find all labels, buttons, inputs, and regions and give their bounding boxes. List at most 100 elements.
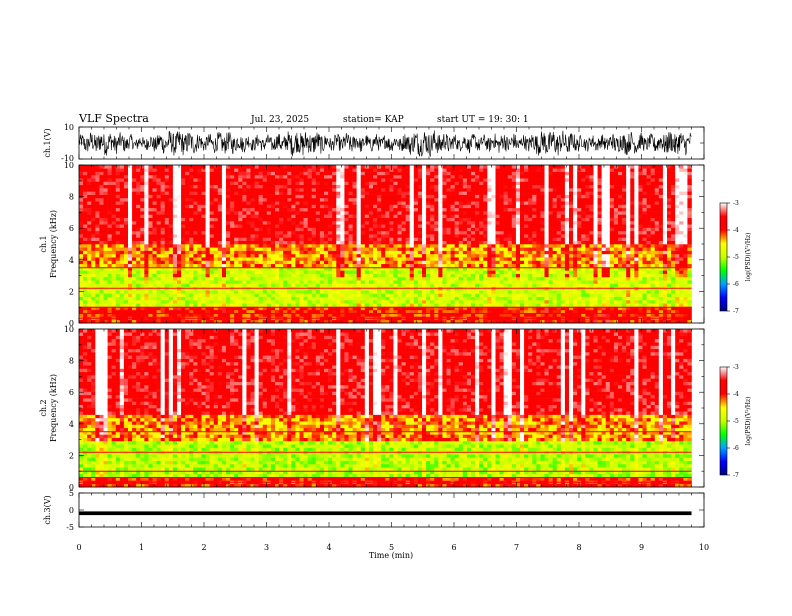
spectrogram-cell (373, 224, 377, 228)
spectrogram-cell (104, 277, 108, 281)
spectrogram-cell (144, 297, 148, 301)
spectrogram-cell (87, 208, 91, 212)
spectrogram-cell (463, 195, 467, 199)
spectrogram-cell (251, 178, 255, 182)
spectrogram-cell (238, 165, 242, 169)
spectrogram-cell (120, 234, 124, 238)
spectrogram-cell (169, 260, 173, 264)
spectrogram-cell (426, 290, 430, 294)
spectrogram-cell (169, 257, 173, 261)
spectrogram-cell (267, 310, 271, 314)
spectrogram-cell (136, 244, 140, 248)
spectrogram-cell (373, 188, 377, 192)
spectrogram-cell (340, 270, 344, 274)
spectrogram-cell (422, 300, 426, 304)
spectrogram-cell (148, 234, 152, 238)
spectrogram-cell (226, 218, 230, 222)
spectrogram-cell (365, 234, 369, 238)
spectrogram-cell (487, 310, 491, 314)
spectrogram-cell (79, 231, 83, 235)
spectrogram-cell (255, 234, 259, 238)
spectrogram-cell (161, 181, 165, 185)
spectrogram-cell (153, 284, 157, 288)
spectrogram-cell (377, 274, 381, 278)
spectrogram-cell (430, 205, 434, 209)
spectrogram-cell (153, 198, 157, 202)
spectrogram-cell (95, 244, 99, 248)
spectrogram-cell (210, 277, 214, 281)
spectrogram-cell (422, 224, 426, 228)
spectrogram-cell (279, 214, 283, 218)
spectrogram-cell (263, 211, 267, 215)
spectrogram-cell (238, 303, 242, 307)
spectrogram-cell (442, 172, 446, 176)
spectrogram-cell (328, 241, 332, 245)
spectrogram-cell (108, 254, 112, 258)
spectrogram-cell (361, 172, 365, 176)
spectrogram-cell (99, 172, 103, 176)
spectrogram-cell (140, 185, 144, 189)
spectrogram-cell (193, 257, 197, 261)
spectrogram-cell (353, 310, 357, 314)
spectrogram-cell (173, 214, 177, 218)
spectrogram-cell (332, 234, 336, 238)
spectrogram-cell (234, 165, 238, 169)
spectrogram-cell (349, 237, 353, 241)
spectrogram-cell (185, 231, 189, 235)
spectrogram-cell (181, 195, 185, 199)
spectrogram-cell (438, 191, 442, 195)
spectrogram-cell (124, 274, 128, 278)
spectrogram-cell (393, 280, 397, 284)
spectrogram-cell (161, 303, 165, 307)
spectrogram-cell (418, 297, 422, 301)
spectrogram-cell (87, 297, 91, 301)
spectrogram-cell (161, 231, 165, 235)
spectrogram-cell (271, 181, 275, 185)
spectrogram-cell (447, 257, 451, 261)
spectrogram-cell (447, 165, 451, 169)
spectrogram-cell (438, 172, 442, 176)
spectrogram-cell (410, 221, 414, 225)
spectrogram-cell (393, 247, 397, 251)
spectrogram-cell (267, 195, 271, 199)
spectrogram-cell (218, 185, 222, 189)
spectrogram-cell (283, 231, 287, 235)
spectrogram-cell (230, 300, 234, 304)
spectrogram-cell (165, 218, 169, 222)
spectrogram-cell (357, 181, 361, 185)
spectrogram-cell (320, 241, 324, 245)
spectrogram-cell (377, 290, 381, 294)
spectrogram-cell (91, 303, 95, 307)
spectrogram-cell (99, 303, 103, 307)
spectrogram-cell (381, 264, 385, 268)
spectrogram-cell (136, 198, 140, 202)
spectrogram-cell (197, 224, 201, 228)
spectrogram-cell (361, 290, 365, 294)
spectrogram-cell (108, 247, 112, 251)
spectrogram-cell (230, 274, 234, 278)
spectrogram-cell (451, 178, 455, 182)
spectrogram-cell (251, 260, 255, 264)
spectrogram-cell (140, 264, 144, 268)
spectrogram-cell (475, 208, 479, 212)
spectrogram-cell (389, 280, 393, 284)
spectrogram-cell (79, 172, 83, 176)
spectrogram-cell (275, 297, 279, 301)
spectrogram-cell (328, 175, 332, 179)
spectrogram-cell (455, 277, 459, 281)
spectrogram-cell (414, 300, 418, 304)
spectrogram-cell (316, 198, 320, 202)
spectrogram-cell (206, 178, 210, 182)
spectrogram-cell (487, 168, 491, 172)
spectrogram-cell (418, 257, 422, 261)
spectrogram-cell (340, 284, 344, 288)
spectrogram-cell (308, 234, 312, 238)
spectrogram-cell (87, 175, 91, 179)
spectrogram-cell (99, 185, 103, 189)
spectrogram-cell (234, 185, 238, 189)
spectrogram-cell (79, 224, 83, 228)
spectrogram-cell (104, 251, 108, 255)
spectrogram-cell (144, 165, 148, 169)
spectrogram-cell (426, 228, 430, 232)
spectrogram-cell (210, 274, 214, 278)
